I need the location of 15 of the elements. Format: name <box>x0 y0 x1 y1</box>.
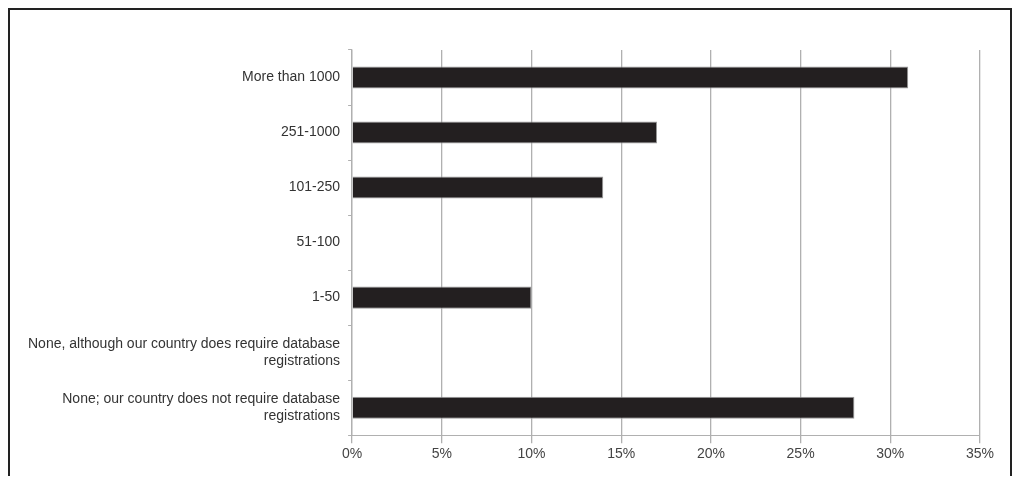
x-tick-label: 30% <box>876 445 905 462</box>
x-tick-label: 0% <box>341 445 363 462</box>
y-tick-label: 251-1000 <box>280 123 341 140</box>
y-tick-label: 101-250 <box>288 178 341 195</box>
y-tick-label: None; our country does not require database registrations <box>62 390 341 423</box>
x-tick-label: 20% <box>696 445 725 462</box>
x-tick-label: 15% <box>607 445 636 462</box>
x-tick-label: 10% <box>517 445 546 462</box>
y-tick-label: 1-50 <box>312 288 341 305</box>
y-tick-label: 51-100 <box>296 233 341 250</box>
y-tick-label: None, although our country does require database registrations <box>27 335 341 368</box>
x-tick-label: 35% <box>965 445 995 462</box>
x-tick-label: 5% <box>431 445 452 462</box>
x-tick-label: 25% <box>786 445 815 462</box>
y-tick-label: More than 1000 <box>242 68 341 85</box>
